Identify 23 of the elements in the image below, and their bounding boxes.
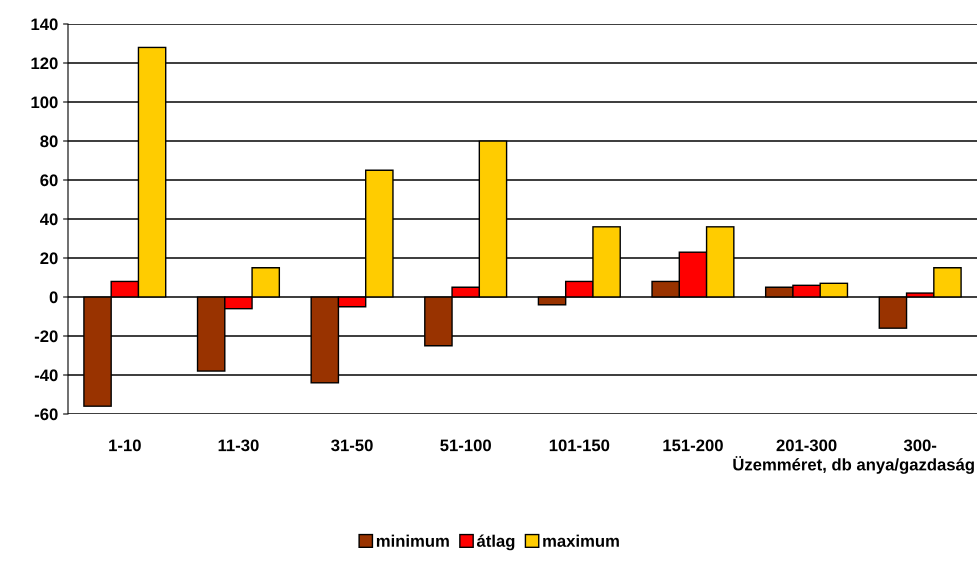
legend-label: átlag — [476, 534, 514, 550]
y-tick-label: 80 — [40, 135, 58, 148]
y-tick-label: 60 — [40, 174, 58, 186]
y-tick-label: 120 — [32, 57, 58, 70]
legend-label: maximum — [543, 534, 619, 547]
legend-label: minimum — [376, 534, 449, 547]
x-axis-title: Üzemméret, db anya/gazdaság — [733, 456, 974, 474]
x-tick-label: 51-100 — [440, 439, 491, 452]
y-tick-label: -40 — [34, 369, 58, 382]
y-tick-label: 0 — [50, 291, 58, 304]
y-tick-label: 40 — [40, 213, 58, 226]
y-tick-label: -60 — [34, 408, 58, 420]
x-tick-label: 11-30 — [218, 439, 259, 452]
y-tick-label: -20 — [34, 330, 58, 342]
y-tick-label: 100 — [32, 96, 58, 108]
y-tick-label: 140 — [32, 18, 58, 30]
x-tick-label: 31-50 — [331, 439, 373, 452]
x-tick-label: 1-10 — [109, 439, 141, 452]
x-tick-label: 151-200 — [663, 439, 723, 452]
x-tick-label: 300- — [904, 439, 936, 452]
x-tick-label: 201-300 — [776, 439, 836, 452]
y-tick-label: 20 — [40, 252, 58, 264]
x-tick-label: 101-150 — [550, 439, 610, 452]
